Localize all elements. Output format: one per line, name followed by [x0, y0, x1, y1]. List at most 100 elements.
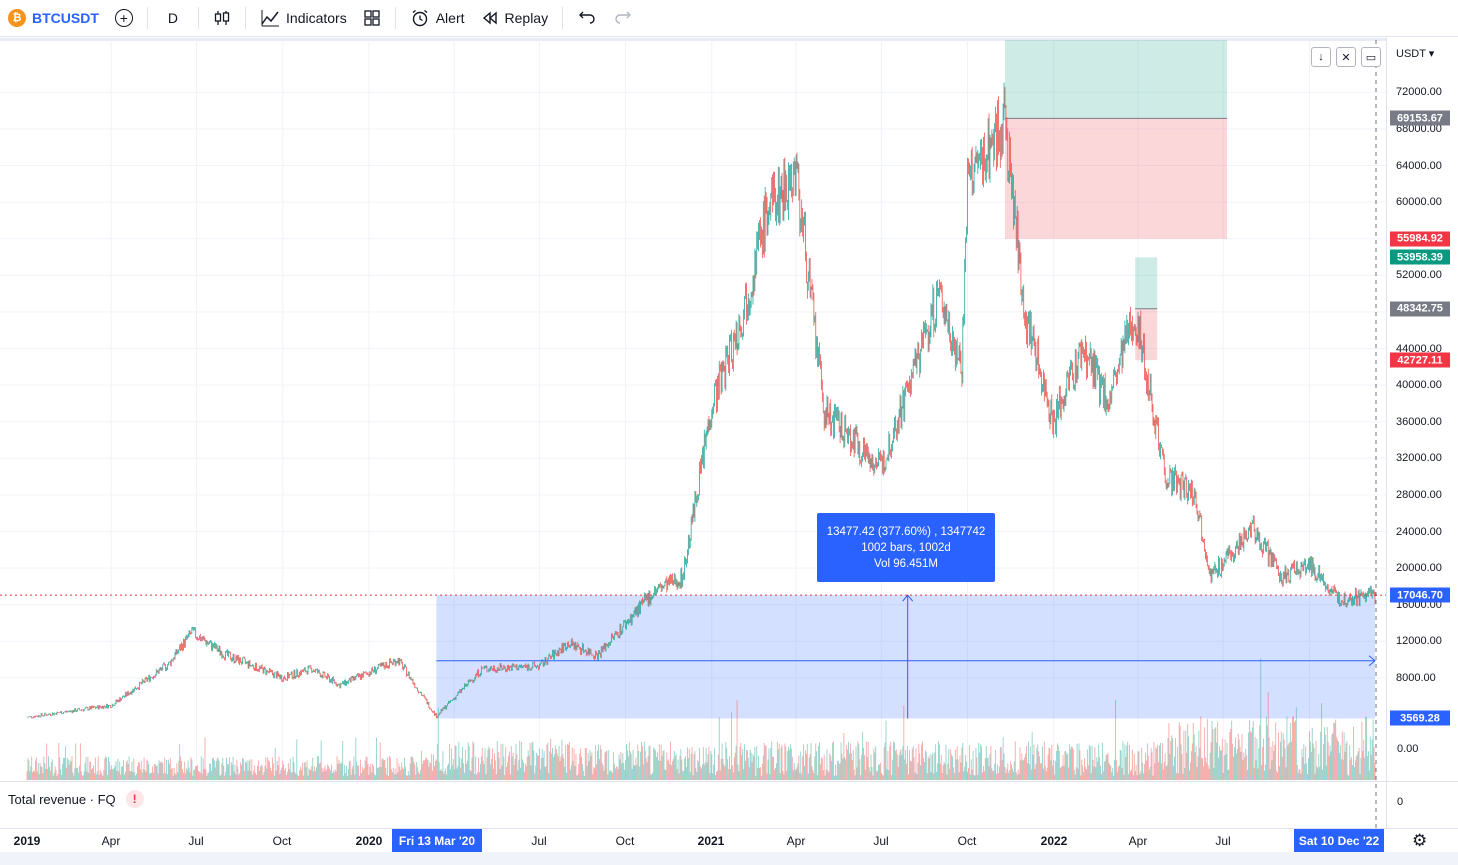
volume-zero-label: 0.00 — [1397, 743, 1419, 755]
chart-top-border — [0, 38, 1386, 41]
indicator-zero-label: 0 — [1397, 796, 1404, 808]
price-tick-label: 20000.00 — [1396, 562, 1442, 575]
pane-divider[interactable] — [0, 781, 1458, 782]
time-tick-label: 2022 — [1040, 834, 1068, 848]
symbol-search-button[interactable]: ₿ BTCUSDT — [0, 3, 107, 33]
symbol-name: BTCUSDT — [32, 10, 99, 26]
price-tick-label: 32000.00 — [1396, 452, 1442, 465]
replay-button[interactable]: Replay — [473, 3, 557, 33]
price-tag-label: 48342.75 — [1390, 301, 1450, 317]
range-end-date-tag: Sat 10 Dec '22 — [1294, 829, 1384, 853]
replay-label: Replay — [504, 10, 549, 26]
gear-icon[interactable]: ⚙ — [1412, 831, 1428, 850]
scroll-to-realtime-button[interactable]: ↓ — [1311, 47, 1331, 67]
toolbar-separator — [146, 7, 148, 29]
indicator-legend[interactable]: Total revenue · FQ ! — [8, 790, 144, 808]
price-tag-label: 69153.67 — [1390, 110, 1450, 126]
measure-arrow-right — [1368, 655, 1376, 667]
interval-label: D — [167, 10, 179, 26]
grid-icon — [364, 10, 380, 26]
price-tag-label: 3569.28 — [1390, 710, 1450, 726]
top-toolbar: ₿ BTCUSDT + D Indicators — [0, 0, 1458, 37]
time-axis[interactable]: 2019 Apr Jul Oct 2020 Jul Oct 2021 Apr Jul Oct 2022… — [0, 828, 1458, 853]
time-tick-label: 2020 — [355, 834, 383, 848]
indicators-icon — [261, 10, 280, 27]
price-tick-label: 44000.00 — [1396, 342, 1442, 355]
collapse-icon: ✕ — [1341, 51, 1351, 64]
position-profit-zone — [1004, 40, 1227, 119]
chart-type-button[interactable] — [205, 3, 239, 33]
measure-tooltip: 13477.42 (377.60%) , 1347742 1002 bars, … — [817, 513, 995, 582]
position-loss-zone — [1004, 118, 1227, 239]
maximize-pane-button[interactable]: ▭ — [1361, 47, 1381, 67]
candles-icon — [214, 11, 230, 25]
chart-grid — [0, 40, 1386, 781]
price-tick-label: 40000.00 — [1396, 379, 1442, 392]
indicators-label: Indicators — [286, 10, 347, 26]
toolbar-separator — [562, 7, 564, 29]
layouts-button[interactable] — [355, 3, 389, 33]
time-tick-label: Oct — [615, 834, 635, 848]
bottom-strip — [0, 852, 1458, 865]
interval-button[interactable]: D — [154, 3, 192, 33]
undo-icon — [579, 11, 595, 24]
range-start-date-tag: Fri 13 Mar '20 — [392, 829, 482, 853]
indicator-title: Total revenue · FQ — [8, 791, 116, 807]
alert-label: Alert — [435, 10, 465, 26]
price-tick-label: 68000.00 — [1396, 122, 1442, 135]
toolbar-separator — [245, 7, 247, 29]
measure-price-change: 13477.42 (377.60%) , 1347742 — [826, 525, 986, 538]
price-tick-label: 64000.00 — [1396, 159, 1442, 172]
price-tick-label: 8000.00 — [1396, 671, 1436, 684]
measure-bar-count: 1002 bars, 1002d — [861, 541, 951, 554]
maximize-icon: ▭ — [1365, 51, 1377, 64]
indicators-button[interactable]: Indicators — [252, 3, 355, 33]
drawings-layer — [436, 40, 1375, 719]
measure-range-area — [436, 595, 1375, 719]
redo-button[interactable] — [605, 3, 641, 33]
position-loss-zone — [1135, 308, 1158, 361]
alarm-clock-icon — [412, 9, 428, 27]
replay-rewind-icon — [482, 11, 497, 25]
price-tick-label: 24000.00 — [1396, 525, 1442, 538]
price-tick-label: 36000.00 — [1396, 415, 1442, 428]
time-tick-label: Oct — [272, 834, 292, 848]
collapse-pane-button[interactable]: ✕ — [1336, 47, 1356, 67]
time-tick-label: 2021 — [697, 834, 725, 848]
time-tick-label: Apr — [101, 834, 121, 848]
toolbar-separator — [198, 7, 200, 29]
bitcoin-logo-icon: ₿ — [8, 9, 26, 27]
candlesticks — [26, 82, 1376, 719]
warning-icon[interactable]: ! — [125, 790, 144, 808]
time-tick-label: Oct — [957, 834, 977, 848]
time-tick-label: Jul — [531, 834, 547, 848]
price-chart[interactable] — [0, 0, 1386, 828]
time-tick-label: Apr — [1128, 834, 1148, 848]
position-profit-zone — [1135, 257, 1158, 309]
price-tag-label: 42727.11 — [1390, 352, 1450, 368]
price-tag-label: 55984.92 — [1390, 231, 1450, 247]
toolbar-separator — [394, 7, 396, 29]
price-tag-label: 17046.70 — [1390, 587, 1450, 603]
volume-bars — [26, 658, 1376, 780]
price-tick-label: 60000.00 — [1396, 196, 1442, 209]
compare-add-symbol-button[interactable]: + — [107, 3, 141, 33]
undo-button[interactable] — [569, 3, 605, 33]
currency-selector[interactable]: USDT ▾ — [1396, 48, 1435, 60]
price-tick-label: 72000.00 — [1396, 86, 1442, 99]
alert-button[interactable]: Alert — [402, 3, 473, 33]
price-tick-label: 52000.00 — [1396, 269, 1442, 282]
time-tick-label: Jul — [873, 834, 889, 848]
plus-circle-icon: + — [114, 9, 133, 27]
redo-icon — [615, 11, 632, 24]
price-tag-label: 53958.39 — [1390, 249, 1450, 265]
time-tick-label: Apr — [786, 834, 806, 848]
time-tick-label: Jul — [1215, 834, 1231, 848]
price-axis[interactable] — [1386, 38, 1458, 828]
price-tick-label: 12000.00 — [1396, 635, 1442, 648]
time-tick-label: 2019 — [13, 834, 41, 848]
time-tick-label: Jul — [188, 834, 204, 848]
measure-tool[interactable] — [0, 40, 1386, 828]
measure-volume: Vol 96.451M — [874, 557, 938, 570]
measure-arrow-up — [902, 594, 914, 602]
